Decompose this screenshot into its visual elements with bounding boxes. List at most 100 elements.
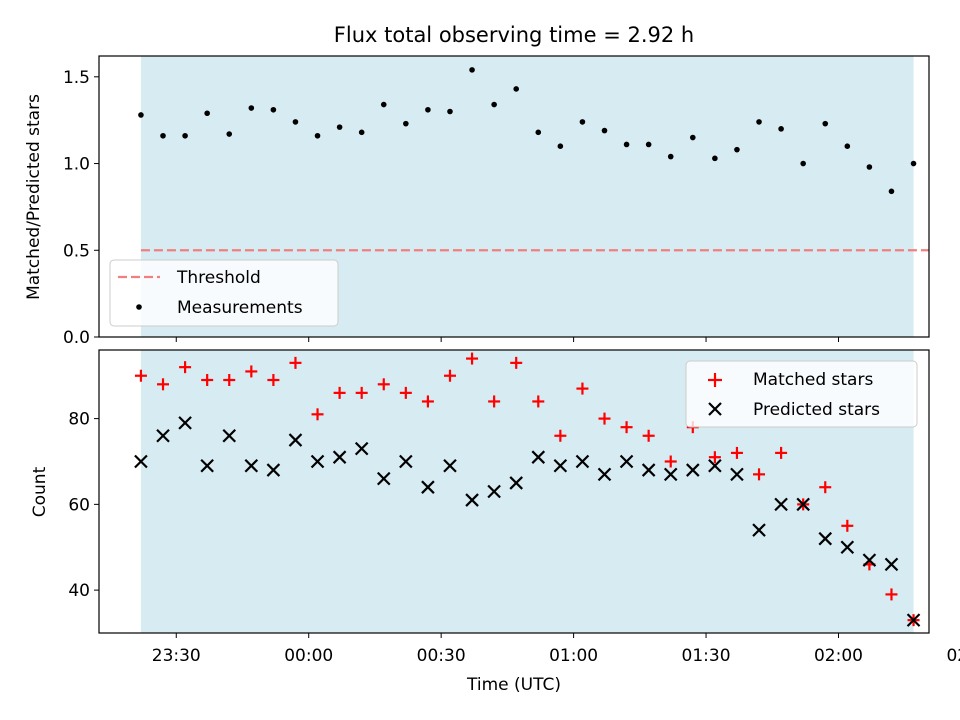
- bottom-legend-box: [685, 360, 918, 428]
- measurement-point: [601, 127, 608, 134]
- measurement-point: [734, 146, 740, 153]
- predicted-star-point: [575, 454, 590, 469]
- predicted-star-point: [906, 613, 921, 627]
- predicted-star-point: [399, 454, 413, 469]
- x-tick-label: 00:00: [284, 646, 333, 666]
- predicted-star-point: [134, 454, 148, 469]
- measurement-point: [888, 188, 895, 195]
- predicted-star-point: [730, 467, 744, 482]
- measurement-point: [579, 119, 586, 125]
- legend-matched-label: Matched stars: [753, 370, 873, 390]
- measurement-point: [336, 124, 343, 130]
- bottom-axes-frame: [98, 349, 930, 634]
- matched-star-point: [223, 374, 236, 387]
- predicted-star-point: [200, 458, 214, 473]
- predicted-star-point: [862, 553, 877, 567]
- top-x-ticks: [175, 337, 839, 342]
- measurement-point: [712, 155, 718, 162]
- measurement-point: [403, 120, 409, 127]
- measurement-point: [447, 108, 453, 115]
- predicted-star-point: [288, 433, 303, 447]
- matched-star-point: [157, 378, 170, 391]
- matched-star-point: [399, 386, 412, 399]
- top-y-ticks: 0.0 0.5 1.0 1.5: [63, 68, 99, 348]
- predicted-star-point: [178, 416, 192, 430]
- measurement-point: [425, 106, 431, 113]
- predicted-star-point: [487, 484, 501, 499]
- matched-star-point: [377, 378, 390, 391]
- matched-star-point: [620, 421, 633, 434]
- x-tick-label: 02:00: [814, 646, 863, 666]
- predicted-star-point: [796, 497, 810, 512]
- matched-star-point: [179, 361, 192, 374]
- legend-predicted-label: Predicted stars: [753, 400, 880, 420]
- predicted-star-point: [708, 458, 722, 473]
- measurement-point: [623, 141, 630, 148]
- matched-star-point: [488, 395, 501, 408]
- top-y-tick-label: 1.0: [63, 155, 90, 175]
- predicted-star-point: [443, 458, 457, 473]
- measurement-point: [910, 160, 917, 167]
- measurement-point: [226, 131, 233, 137]
- x-tick-label: 23:30: [152, 646, 201, 666]
- legend-measurements-label: Measurements: [177, 298, 303, 318]
- measurement-point: [645, 141, 652, 148]
- predicted-star-point: [332, 450, 347, 464]
- predicted-star-point: [509, 476, 523, 490]
- predicted-star-point: [421, 480, 435, 494]
- legend-threshold-label: Threshold: [176, 268, 261, 288]
- top-y-tick-label: 1.5: [63, 68, 90, 88]
- measurement-point: [160, 132, 166, 139]
- measurement-point: [822, 120, 829, 127]
- predicted-star-point: [884, 557, 899, 572]
- predicted-star-point: [354, 441, 369, 456]
- x-tick-label: 00:30: [417, 646, 466, 666]
- matched-star-point: [598, 412, 611, 425]
- measurement-point: [491, 101, 497, 108]
- matched-star-point: [267, 374, 280, 387]
- matched-star-point: [775, 446, 788, 459]
- measurement-point: [469, 67, 475, 73]
- matched-star-point: [885, 588, 898, 601]
- predicted-star-point: [686, 463, 700, 477]
- measurement-point: [778, 126, 784, 132]
- x-tick-label: 01:30: [682, 646, 731, 666]
- bottom-y-tick-label: 80: [68, 410, 90, 430]
- predicted-star-point: [222, 428, 237, 443]
- matched-star-point: [930, 614, 942, 626]
- bottom-y-axis-label: Count: [30, 466, 50, 517]
- bottom-y-tick-label: 60: [68, 495, 90, 515]
- predicted-star-point: [156, 428, 170, 443]
- top-panel: 0.0 0.5 1.0 1.5 Matched/Predicted stars Thr…: [24, 55, 930, 348]
- measurement-point: [800, 160, 806, 167]
- bottom-panel: 40 60 80 23:30 00:00 00:30 01:00 01:30 02:00 02:…: [30, 349, 960, 695]
- predicted-star-point: [531, 450, 546, 464]
- top-y-tick-label: 0.0: [63, 328, 90, 348]
- matched-star-point: [708, 451, 721, 464]
- matched-star-point: [333, 386, 346, 399]
- matched-star-point: [642, 429, 655, 442]
- matched-star-point: [841, 519, 854, 532]
- chart-title: Flux total observing time = 2.92 h: [334, 23, 694, 47]
- x-tick-label: 02:30: [946, 646, 960, 666]
- predicted-star-point: [840, 540, 855, 555]
- top-y-axis-label: Matched/Predicted stars: [24, 94, 44, 300]
- predicted-star-point: [465, 493, 479, 507]
- predicted-star-point: [310, 454, 325, 469]
- top-axes-frame: [98, 55, 930, 338]
- matched-star-point: [421, 395, 434, 408]
- matched-star-point: [753, 468, 766, 481]
- measurement-point: [866, 164, 873, 170]
- top-legend-box: [109, 259, 339, 327]
- bottom-legend: Matched stars Predicted stars: [685, 360, 918, 428]
- measurement-point: [270, 106, 277, 113]
- measurement-point: [138, 112, 144, 118]
- matched-star-point: [201, 374, 214, 387]
- measurement-point: [248, 105, 255, 111]
- measurement-point: [667, 153, 674, 160]
- top-y-tick-label: 0.5: [63, 241, 90, 261]
- matched-star-point: [245, 365, 258, 378]
- top-legend: Threshold Measurements: [109, 259, 339, 327]
- predicted-star-point: [752, 523, 766, 537]
- matched-star-point: [289, 356, 302, 369]
